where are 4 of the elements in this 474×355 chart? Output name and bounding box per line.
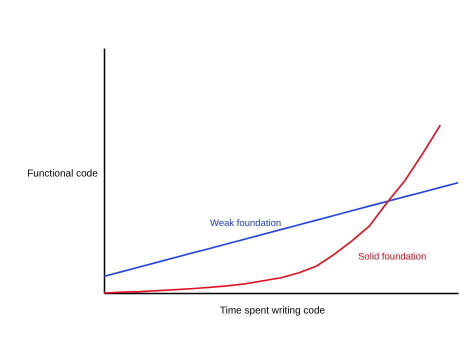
y-axis-title: Functional code bbox=[27, 168, 98, 180]
x-axis-title: Time spent writing code bbox=[220, 306, 326, 316]
series-label: Weak foundation bbox=[210, 218, 282, 229]
series-label: Solid foundation bbox=[358, 251, 426, 262]
